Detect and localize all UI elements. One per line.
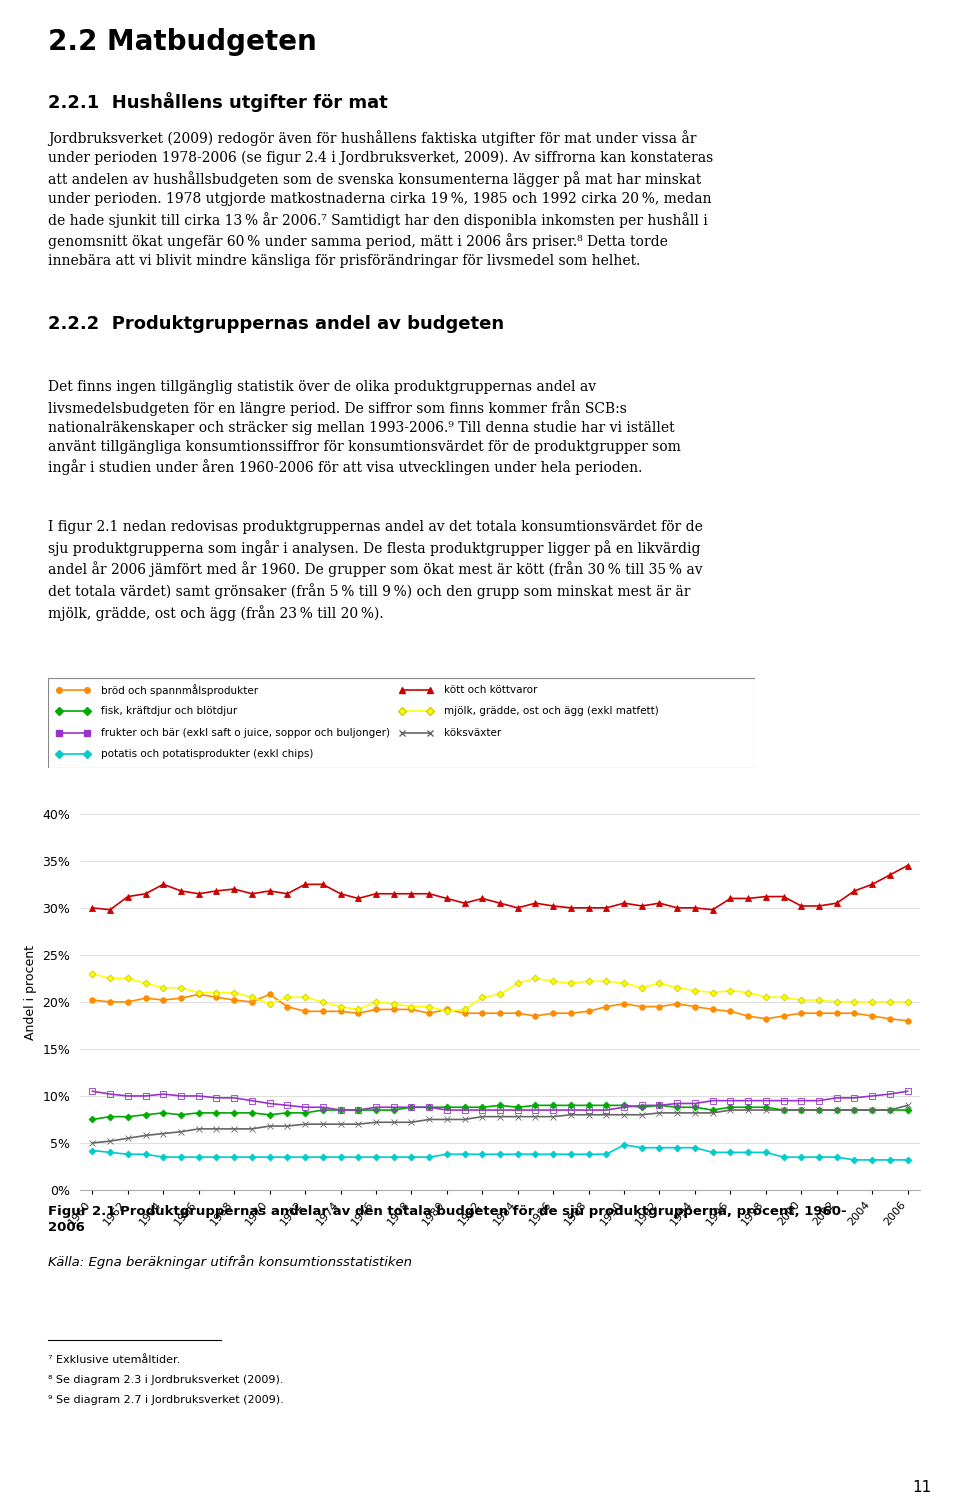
Text: Figur 2.1 Produktgruppernas andelar av den totala budgeten för de sju produktgru: Figur 2.1 Produktgruppernas andelar av d… (48, 1206, 847, 1234)
Text: 2.2 Matbudgeten: 2.2 Matbudgeten (48, 29, 317, 56)
Text: 2.2.2  Produktgruppernas andel av budgeten: 2.2.2 Produktgruppernas andel av budgete… (48, 315, 504, 333)
Text: Det finns ingen tillgänglig statistik över de olika produktgruppernas andel av
l: Det finns ingen tillgänglig statistik öv… (48, 380, 681, 475)
Text: mjölk, grädde, ost och ägg (exkl matfett): mjölk, grädde, ost och ägg (exkl matfett… (444, 706, 659, 717)
Text: Jordbruksverket (2009) redogör även för hushållens faktiska utgifter för mat und: Jordbruksverket (2009) redogör även för … (48, 130, 713, 269)
Text: 2.2.1  Hushållens utgifter för mat: 2.2.1 Hushållens utgifter för mat (48, 92, 388, 112)
Text: 11: 11 (912, 1480, 931, 1495)
Text: köksväxter: köksväxter (444, 727, 501, 738)
Text: bröd och spannmålsprodukter: bröd och spannmålsprodukter (101, 684, 258, 696)
Text: frukter och bär (exkl saft o juice, soppor och buljonger): frukter och bär (exkl saft o juice, sopp… (101, 727, 390, 738)
Text: I figur 2.1 nedan redovisas produktgruppernas andel av det totala konsumtionsvär: I figur 2.1 nedan redovisas produktgrupp… (48, 521, 703, 620)
Text: ⁷ Exklusive utemåltider.: ⁷ Exklusive utemåltider. (48, 1355, 180, 1366)
Text: potatis och potatisprodukter (exkl chips): potatis och potatisprodukter (exkl chips… (101, 750, 313, 759)
Text: Källa: Egna beräkningar utifrån konsumtionsstatistiken: Källa: Egna beräkningar utifrån konsumti… (48, 1255, 412, 1269)
Text: kött och köttvaror: kött och köttvaror (444, 685, 538, 694)
Text: fisk, kräftdjur och blötdjur: fisk, kräftdjur och blötdjur (101, 706, 237, 717)
Text: ⁸ Se diagram 2.3 i Jordbruksverket (2009).: ⁸ Se diagram 2.3 i Jordbruksverket (2009… (48, 1375, 283, 1385)
Y-axis label: Andel i procent: Andel i procent (24, 945, 36, 1040)
Text: ⁹ Se diagram 2.7 i Jordbruksverket (2009).: ⁹ Se diagram 2.7 i Jordbruksverket (2009… (48, 1394, 284, 1405)
